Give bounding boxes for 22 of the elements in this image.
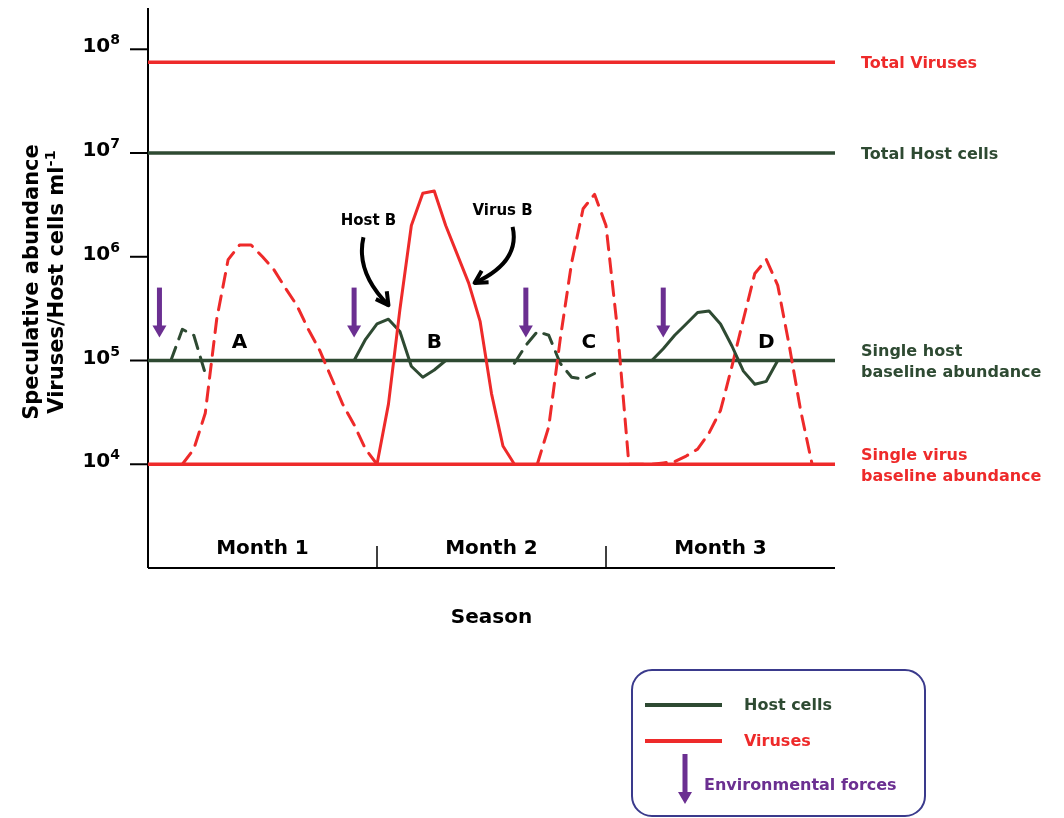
x-tick-label: Month 3 [674,535,767,559]
ref-line-label: Single virus baseline abundance [861,444,1042,485]
annotation: A [231,328,248,353]
y-tick-label: 10$^{7}$ [82,135,120,162]
ref-line-label: Total Viruses [861,53,978,73]
ref-line-label: Total Host cells [861,144,999,164]
y-tick-label: 10$^{4}$ [82,446,121,473]
legend-label: Host cells [744,695,832,714]
annotation: D [758,328,775,353]
annotation: Host B [340,211,397,230]
legend-label: Viruses [744,731,811,750]
y-tick-label: 10$^{6}$ [82,238,120,265]
x-axis-title: Season [450,604,533,628]
ref-line-label: Single host baseline abundance [861,341,1042,382]
annotation: Virus B [472,200,533,219]
x-tick-label: Month 1 [216,535,309,559]
annotation: B [426,328,442,353]
annotation: C [581,328,597,353]
y-tick-label: 10$^{8}$ [82,31,120,58]
y-tick-label: 10$^{5}$ [82,342,120,369]
text: Environmental forces [704,775,897,794]
x-tick-label: Month 2 [445,535,538,559]
